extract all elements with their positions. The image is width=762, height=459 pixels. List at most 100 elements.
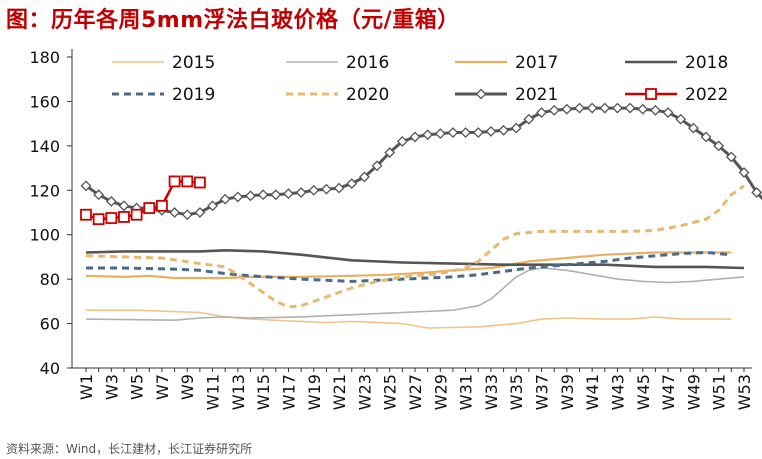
x-tick-label: W39 xyxy=(558,374,577,410)
legend: 2015 2016 2017 2018 2019 2020 2021 2022 xyxy=(112,53,728,105)
data-point-2021 xyxy=(498,124,509,136)
data-point-2021 xyxy=(295,187,307,198)
data-point-2021 xyxy=(207,200,218,212)
data-point-2021 xyxy=(93,189,105,201)
y-tick-label: 40 xyxy=(40,359,60,378)
x-tick-label: W11 xyxy=(204,374,223,410)
y-tick-label: 160 xyxy=(29,92,60,111)
x-tick-label: W41 xyxy=(583,374,602,410)
data-point-2021 xyxy=(713,140,725,152)
y-tick-label: 120 xyxy=(29,181,60,200)
legend-marker-2021 xyxy=(475,88,487,100)
data-point-2021 xyxy=(105,195,117,207)
data-point-2021 xyxy=(434,128,446,140)
y-tick-label: 100 xyxy=(29,226,60,245)
data-point-2021 xyxy=(270,189,282,201)
data-point-2021 xyxy=(586,102,598,114)
data-point-2021 xyxy=(662,107,674,118)
legend-label-2022: 2022 xyxy=(685,85,728,105)
legend-item-2016: 2016 xyxy=(286,53,389,73)
data-point-2021 xyxy=(510,122,522,134)
data-point-2021 xyxy=(371,160,383,172)
data-point-2021 xyxy=(612,102,623,114)
series-line-2020 xyxy=(85,184,745,309)
data-point-2021 xyxy=(358,171,370,183)
y-tick-label: 60 xyxy=(40,315,60,334)
data-point-2021 xyxy=(637,103,649,115)
data-point-2021 xyxy=(460,127,472,138)
data-point-2021 xyxy=(321,183,332,195)
data-point-2021 xyxy=(485,125,497,137)
legend-label-2016: 2016 xyxy=(346,53,389,73)
legend-label-2017: 2017 xyxy=(515,53,558,73)
x-tick-label: W29 xyxy=(431,374,450,410)
data-point-2021 xyxy=(738,167,750,178)
data-point-2022 xyxy=(168,175,181,188)
data-point-2021 xyxy=(447,127,459,138)
data-point-2021 xyxy=(422,129,434,141)
series-2022 xyxy=(80,175,206,226)
data-point-2022 xyxy=(143,202,156,214)
data-point-2021 xyxy=(523,113,535,125)
y-tick-label: 180 xyxy=(29,48,60,67)
data-point-2021 xyxy=(472,127,484,138)
data-point-2021 xyxy=(751,187,762,198)
data-point-2021 xyxy=(245,190,256,202)
x-tick-label: W21 xyxy=(330,374,349,410)
series-line-2022 xyxy=(85,180,201,221)
x-tick-label: W3 xyxy=(102,374,121,400)
series-2021 xyxy=(80,102,762,221)
x-tick-label: W1 xyxy=(77,374,96,400)
series-2016 xyxy=(85,267,745,321)
legend-label-2019: 2019 xyxy=(172,85,215,105)
data-point-2021 xyxy=(181,209,193,221)
legend-item-2022: 2022 xyxy=(625,85,728,105)
data-point-2022 xyxy=(92,213,105,226)
x-tick-label: W19 xyxy=(305,374,324,410)
data-point-2021 xyxy=(333,182,345,194)
series-line-2019 xyxy=(86,251,732,283)
data-point-2021 xyxy=(384,147,396,158)
x-tick-label: W43 xyxy=(608,374,627,410)
legend-item-2018: 2018 xyxy=(625,53,728,73)
data-point-2021 xyxy=(675,113,687,125)
data-point-2022 xyxy=(80,208,92,221)
series-2018 xyxy=(85,249,745,270)
y-tick-label: 80 xyxy=(40,270,60,289)
x-tick-label: W35 xyxy=(507,374,526,410)
x-tick-label: W31 xyxy=(457,374,476,410)
legend-label-2015: 2015 xyxy=(172,53,215,73)
x-tick-label: W53 xyxy=(735,374,754,410)
data-point-2021 xyxy=(650,104,661,116)
data-point-2021 xyxy=(700,131,712,143)
legend-item-2015: 2015 xyxy=(112,53,215,73)
x-tick-label: W9 xyxy=(178,374,197,400)
x-tick-label: W13 xyxy=(229,374,248,410)
legend-label-2020: 2020 xyxy=(346,85,389,105)
x-tick-label: W23 xyxy=(355,374,374,410)
data-point-2021 xyxy=(219,193,231,205)
x-tick-label: W33 xyxy=(482,374,501,410)
data-point-2021 xyxy=(194,207,206,218)
data-point-2021 xyxy=(624,102,636,114)
data-point-2022 xyxy=(156,199,168,212)
legend-item-2017: 2017 xyxy=(455,53,558,73)
x-tick-label: W45 xyxy=(634,374,653,410)
data-point-2021 xyxy=(599,102,611,114)
x-tick-label: W25 xyxy=(381,374,400,410)
x-tick-label: W37 xyxy=(533,374,552,410)
series-2020 xyxy=(85,184,745,309)
x-tick-label: W47 xyxy=(659,374,678,410)
data-point-2021 xyxy=(257,189,269,201)
data-point-2021 xyxy=(283,188,294,200)
data-point-2021 xyxy=(725,151,737,163)
data-point-2021 xyxy=(346,178,358,190)
data-point-2021 xyxy=(308,184,320,196)
y-tick-label: 140 xyxy=(29,137,60,156)
data-point-2021 xyxy=(409,131,421,143)
x-tick-label: W49 xyxy=(684,374,703,410)
legend-marker-2022 xyxy=(645,88,657,100)
x-tick-label: W15 xyxy=(254,374,273,410)
data-point-2021 xyxy=(536,107,547,118)
